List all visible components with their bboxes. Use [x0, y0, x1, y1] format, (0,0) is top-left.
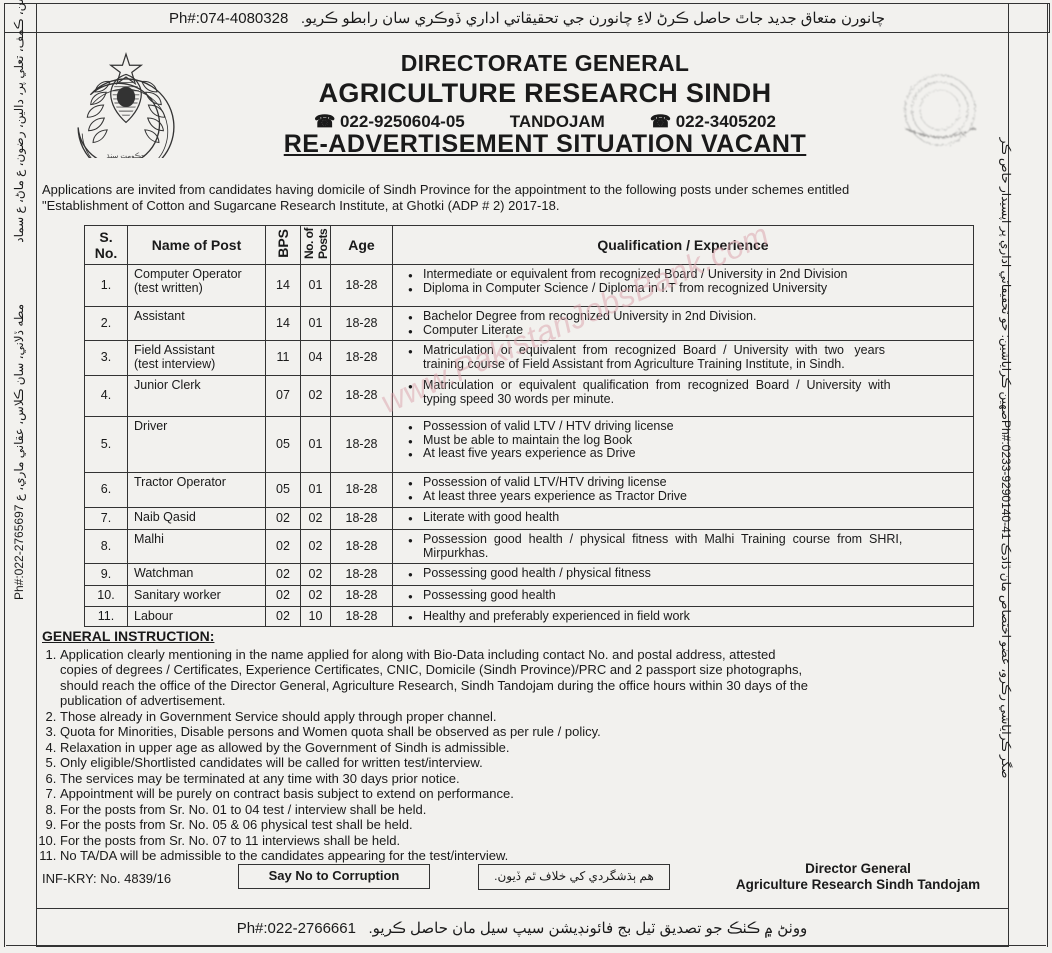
svg-text:حڪومت سنڌ: حڪومت سنڌ: [107, 152, 146, 158]
